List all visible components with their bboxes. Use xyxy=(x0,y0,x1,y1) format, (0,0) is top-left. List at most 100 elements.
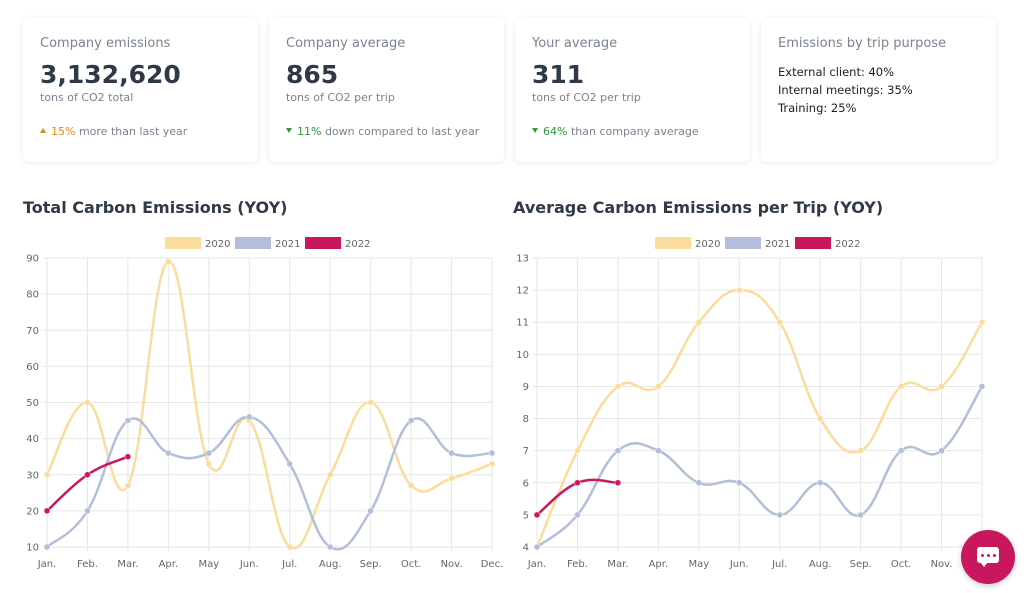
data-point xyxy=(165,449,172,457)
data-point xyxy=(655,383,662,390)
legend-label: 2020 xyxy=(695,239,720,250)
x-tick-label: Nov. xyxy=(441,559,463,570)
data-point xyxy=(43,507,51,515)
data-point xyxy=(614,479,622,487)
data-point xyxy=(776,511,783,519)
y-tick-label: 80 xyxy=(26,290,39,301)
card-unit: tons of CO2 per trip xyxy=(286,91,395,104)
y-tick-label: 10 xyxy=(26,543,39,554)
x-tick-label: Mar. xyxy=(117,559,138,570)
data-point xyxy=(326,543,334,551)
chart-title: Total Carbon Emissions (YOY) xyxy=(23,198,287,217)
data-point xyxy=(286,543,293,551)
x-tick-label: Aug. xyxy=(319,559,342,570)
chat-button[interactable] xyxy=(961,530,1015,584)
y-tick-label: 8 xyxy=(523,414,529,425)
data-point xyxy=(124,417,132,424)
y-tick-label: 10 xyxy=(516,350,529,361)
data-point xyxy=(938,447,945,454)
x-tick-label: Jun. xyxy=(239,559,259,570)
x-tick-label: Dec. xyxy=(481,559,504,570)
x-tick-label: Apr. xyxy=(649,559,669,570)
data-point xyxy=(978,318,986,326)
y-tick-label: 5 xyxy=(523,510,529,521)
x-tick-label: Oct. xyxy=(891,559,911,570)
x-tick-label: Feb. xyxy=(77,559,98,570)
data-point xyxy=(857,447,864,454)
data-point xyxy=(84,471,91,478)
legend-swatch xyxy=(305,237,341,249)
legend-label: 2020 xyxy=(205,239,230,250)
data-point xyxy=(367,507,374,515)
data-point xyxy=(897,447,905,454)
card-change: 64% xyxy=(543,125,568,138)
card-title: Company emissions xyxy=(40,36,171,51)
x-tick-label: Jan. xyxy=(37,559,57,570)
x-tick-label: Jul. xyxy=(771,559,787,570)
data-point xyxy=(736,479,743,487)
data-point xyxy=(897,383,905,390)
card-value: 865 xyxy=(286,60,339,89)
data-point xyxy=(448,475,455,482)
x-tick-label: Jan. xyxy=(527,559,547,570)
data-point xyxy=(695,318,703,326)
card-change-text: down compared to last year xyxy=(324,125,480,138)
data-point xyxy=(614,383,622,390)
x-tick-label: Aug. xyxy=(809,559,832,570)
y-tick-label: 9 xyxy=(523,382,529,393)
data-point xyxy=(124,482,132,489)
card-value: 311 xyxy=(532,60,585,89)
card: Company average 865 tons of CO2 per trip… xyxy=(269,18,504,162)
card-title: Company average xyxy=(286,36,406,51)
card: Emissions by trip purpose External clien… xyxy=(761,18,996,162)
card-change: 15% xyxy=(51,125,76,138)
x-tick-label: Nov. xyxy=(931,559,953,570)
y-tick-label: 13 xyxy=(516,254,529,265)
card: Your average 311 tons of CO2 per trip 64… xyxy=(515,18,750,162)
legend-swatch xyxy=(795,237,831,249)
legend-label: 2022 xyxy=(835,239,860,250)
card-change-text: than company average xyxy=(570,125,699,138)
card-line: External client: 40% xyxy=(778,65,895,79)
legend-label: 2022 xyxy=(345,239,370,250)
data-point xyxy=(574,447,581,454)
y-tick-label: 30 xyxy=(26,470,39,481)
data-point xyxy=(43,471,51,478)
y-tick-label: 90 xyxy=(26,254,39,265)
y-tick-label: 7 xyxy=(523,446,529,457)
data-point xyxy=(488,449,496,457)
y-tick-label: 40 xyxy=(26,434,39,445)
y-tick-label: 4 xyxy=(523,543,529,554)
data-point xyxy=(165,258,172,265)
series-line xyxy=(536,385,984,548)
x-tick-label: Apr. xyxy=(159,559,179,570)
x-tick-label: May xyxy=(688,559,709,570)
x-tick-label: Sep. xyxy=(360,559,382,570)
data-point xyxy=(84,507,91,515)
data-point xyxy=(857,511,864,519)
chart-title: Average Carbon Emissions per Trip (YOY) xyxy=(513,198,883,217)
y-tick-label: 11 xyxy=(516,318,529,329)
data-point xyxy=(695,479,703,487)
card-title: Emissions by trip purpose xyxy=(778,36,947,51)
data-point xyxy=(776,318,783,326)
y-tick-label: 20 xyxy=(26,506,39,517)
legend-label: 2021 xyxy=(765,239,790,250)
card: Company emissions 3,132,620 tons of CO2 … xyxy=(23,18,258,162)
y-tick-label: 6 xyxy=(523,478,529,489)
x-tick-label: Jun. xyxy=(729,559,749,570)
data-point xyxy=(246,413,253,421)
x-tick-label: May xyxy=(198,559,219,570)
data-point xyxy=(205,460,213,468)
card-unit: tons of CO2 per trip xyxy=(532,91,641,104)
card-unit: tons of CO2 total xyxy=(40,91,134,104)
data-point xyxy=(286,460,293,468)
data-point xyxy=(978,383,986,390)
x-tick-label: Mar. xyxy=(607,559,628,570)
data-point xyxy=(655,447,662,454)
data-point xyxy=(736,286,743,294)
legend-swatch xyxy=(655,237,691,249)
data-point xyxy=(574,479,581,487)
data-point xyxy=(488,460,496,468)
